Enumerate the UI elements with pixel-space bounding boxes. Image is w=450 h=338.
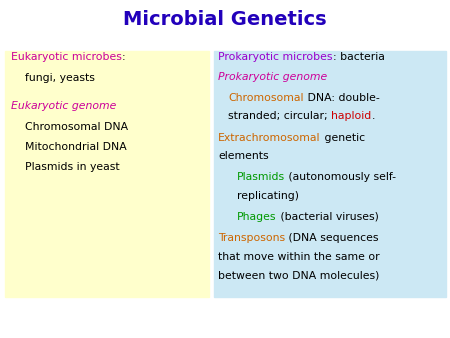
FancyBboxPatch shape <box>4 51 209 297</box>
Text: stranded; circular;: stranded; circular; <box>228 112 331 121</box>
Text: Mitochondrial DNA: Mitochondrial DNA <box>25 142 126 152</box>
Text: :: : <box>122 52 126 63</box>
Text: Extrachromosomal: Extrachromosomal <box>218 132 321 143</box>
Text: Eukaryotic microbes: Eukaryotic microbes <box>11 52 122 63</box>
Text: Prokaryotic microbes: Prokaryotic microbes <box>218 52 333 63</box>
Text: replicating): replicating) <box>237 191 299 201</box>
Text: fungi, yeasts: fungi, yeasts <box>25 73 94 83</box>
Text: Plasmids in yeast: Plasmids in yeast <box>25 162 119 172</box>
Text: (autonomously self-: (autonomously self- <box>285 172 396 182</box>
FancyBboxPatch shape <box>214 51 446 297</box>
Text: Chromosomal: Chromosomal <box>228 93 304 103</box>
Text: between two DNA molecules): between two DNA molecules) <box>218 270 380 281</box>
Text: Prokaryotic genome: Prokaryotic genome <box>218 72 328 82</box>
Text: that move within the same or: that move within the same or <box>218 252 380 262</box>
Text: (bacterial viruses): (bacterial viruses) <box>277 212 378 222</box>
Text: Transposons: Transposons <box>218 233 285 243</box>
Text: Phages: Phages <box>237 212 277 222</box>
Text: genetic: genetic <box>321 132 365 143</box>
Text: elements: elements <box>218 151 269 162</box>
Text: : bacteria: : bacteria <box>333 52 385 63</box>
Text: Microbial Genetics: Microbial Genetics <box>123 10 327 29</box>
Text: (DNA sequences: (DNA sequences <box>285 233 379 243</box>
Text: DNA: double-: DNA: double- <box>304 93 379 103</box>
Text: haploid: haploid <box>331 112 372 121</box>
Text: Chromosomal DNA: Chromosomal DNA <box>25 122 128 132</box>
Text: Plasmids: Plasmids <box>237 172 285 182</box>
Text: Eukaryotic genome: Eukaryotic genome <box>11 101 117 111</box>
Text: .: . <box>372 112 375 121</box>
Text: Eukaryotic microbes: Eukaryotic microbes <box>11 52 122 63</box>
